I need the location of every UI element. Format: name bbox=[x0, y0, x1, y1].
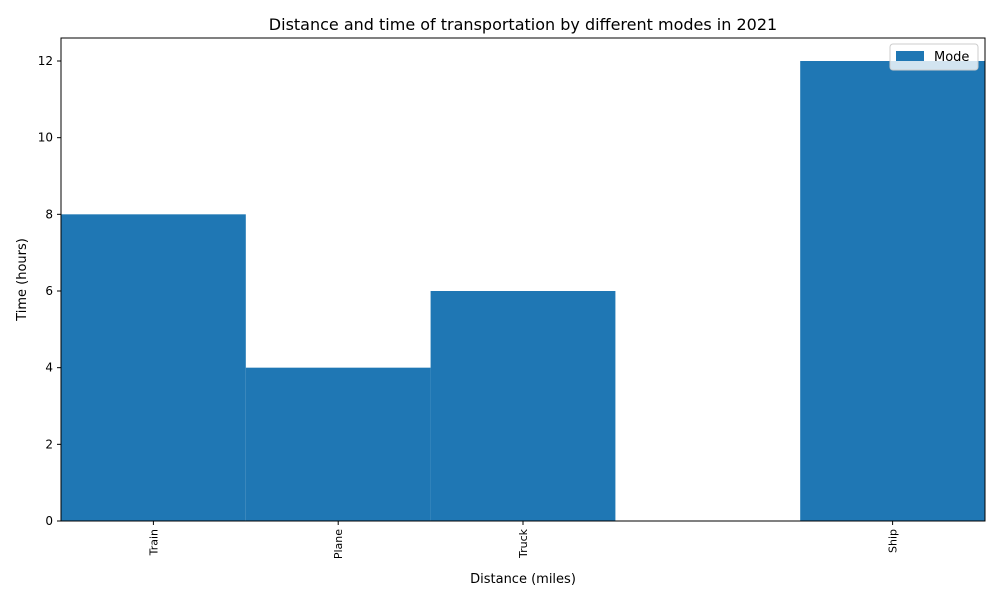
bar-truck bbox=[430, 291, 616, 521]
x-tick-label-train: Train bbox=[147, 529, 160, 556]
x-tick-label-ship: Ship bbox=[887, 529, 900, 553]
y-tick-label: 2 bbox=[45, 437, 53, 451]
bars-group bbox=[61, 61, 985, 521]
legend-label-mode: Mode bbox=[934, 50, 969, 65]
y-tick-label: 0 bbox=[45, 514, 53, 528]
bar-train bbox=[61, 214, 246, 521]
y-tick-label: 6 bbox=[45, 284, 53, 298]
legend-box bbox=[889, 43, 979, 71]
y-tick-label: 12 bbox=[38, 54, 53, 68]
bar-plane bbox=[245, 367, 431, 521]
chart-title: Distance and time of transportation by d… bbox=[269, 15, 777, 34]
legend-swatch-mode bbox=[896, 51, 924, 61]
bar-ship bbox=[800, 61, 985, 521]
x-tick-label-truck: Truck bbox=[517, 528, 530, 559]
y-tick-label: 10 bbox=[38, 131, 53, 145]
y-tick-label: 8 bbox=[45, 207, 53, 221]
x-tick-label-plane: Plane bbox=[332, 529, 345, 559]
legend: Mode bbox=[889, 43, 979, 71]
y-tick-label: 4 bbox=[45, 361, 53, 375]
y-ticks-group: 0 2 4 6 8 10 12 bbox=[38, 54, 61, 528]
y-axis-label: Time (hours) bbox=[15, 238, 30, 322]
x-ticks-group: Train Plane Truck Ship bbox=[147, 521, 900, 559]
plot-frame bbox=[60, 37, 986, 522]
x-axis-label: Distance (miles) bbox=[470, 572, 576, 587]
